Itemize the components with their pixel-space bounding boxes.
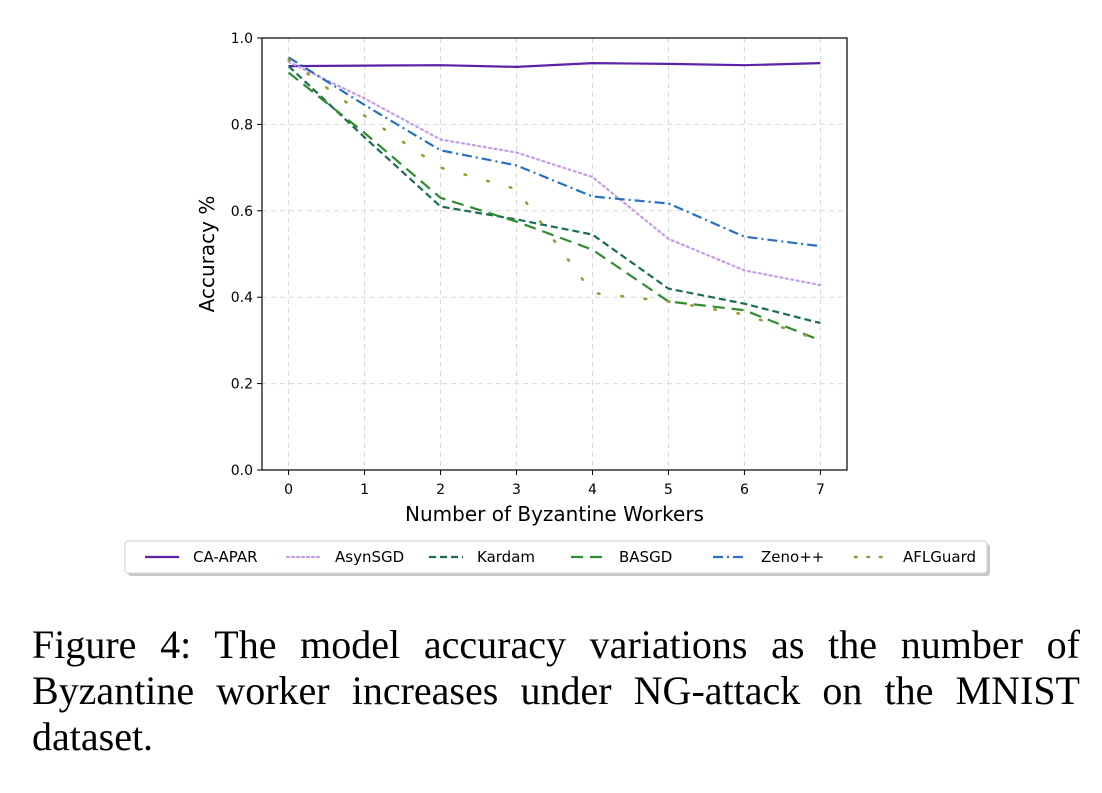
legend-label-kardam: Kardam — [477, 548, 535, 566]
legend-box — [124, 540, 988, 574]
x-tick-label: 1 — [360, 482, 369, 498]
series-line-aflguard — [287, 58, 822, 342]
accuracy-line-chart: 0 1 2 3 4 5 6 7 0.0 0.2 0.4 0.6 0.8 1.0 Number of Byz… — [124, 31, 990, 576]
x-tick-label: 4 — [588, 482, 597, 498]
series-line-kardam — [287, 65, 821, 325]
grid-lines — [262, 37, 847, 471]
series-line-basgd — [287, 71, 821, 342]
legend: CA-APAR AsynSGD Kardam BASGD Zeno++ AFLGuard — [124, 540, 990, 576]
y-tick-label: 0.8 — [231, 117, 253, 133]
x-axis-label: Number of Byzantine Workers — [405, 502, 704, 526]
x-tick-label: 3 — [512, 482, 521, 498]
x-tick-label: 2 — [436, 482, 445, 498]
y-tick-label: 0.0 — [231, 463, 253, 479]
y-tick-label: 0.4 — [231, 290, 253, 306]
series-line-asynsgd — [287, 60, 822, 287]
legend-label-ca-apar: CA-APAR — [193, 548, 258, 566]
figure-caption: Figure 4: The model accuracy variations … — [32, 622, 1080, 759]
axis-ticks: 0 1 2 3 4 5 6 7 0.0 0.2 0.4 0.6 0.8 1.0 — [231, 31, 825, 498]
y-tick-label: 0.6 — [231, 204, 253, 220]
x-tick-label: 6 — [740, 482, 749, 498]
legend-label-asynsgd: AsynSGD — [335, 548, 404, 566]
x-tick-label: 5 — [664, 482, 673, 498]
x-tick-label: 0 — [284, 482, 293, 498]
y-tick-label: 1.0 — [231, 31, 253, 47]
legend-label-zeno-: Zeno++ — [761, 548, 824, 566]
series-lines — [287, 56, 822, 342]
legend-label-aflguard: AFLGuard — [903, 548, 976, 566]
y-axis-label: Accuracy % — [195, 196, 219, 313]
series-line-ca-apar — [288, 61, 821, 69]
series-line-zeno- — [288, 56, 821, 248]
x-tick-label: 7 — [816, 482, 825, 498]
plot-frame — [261, 37, 848, 471]
legend-label-basgd: BASGD — [619, 548, 672, 566]
y-tick-label: 0.2 — [231, 377, 253, 393]
